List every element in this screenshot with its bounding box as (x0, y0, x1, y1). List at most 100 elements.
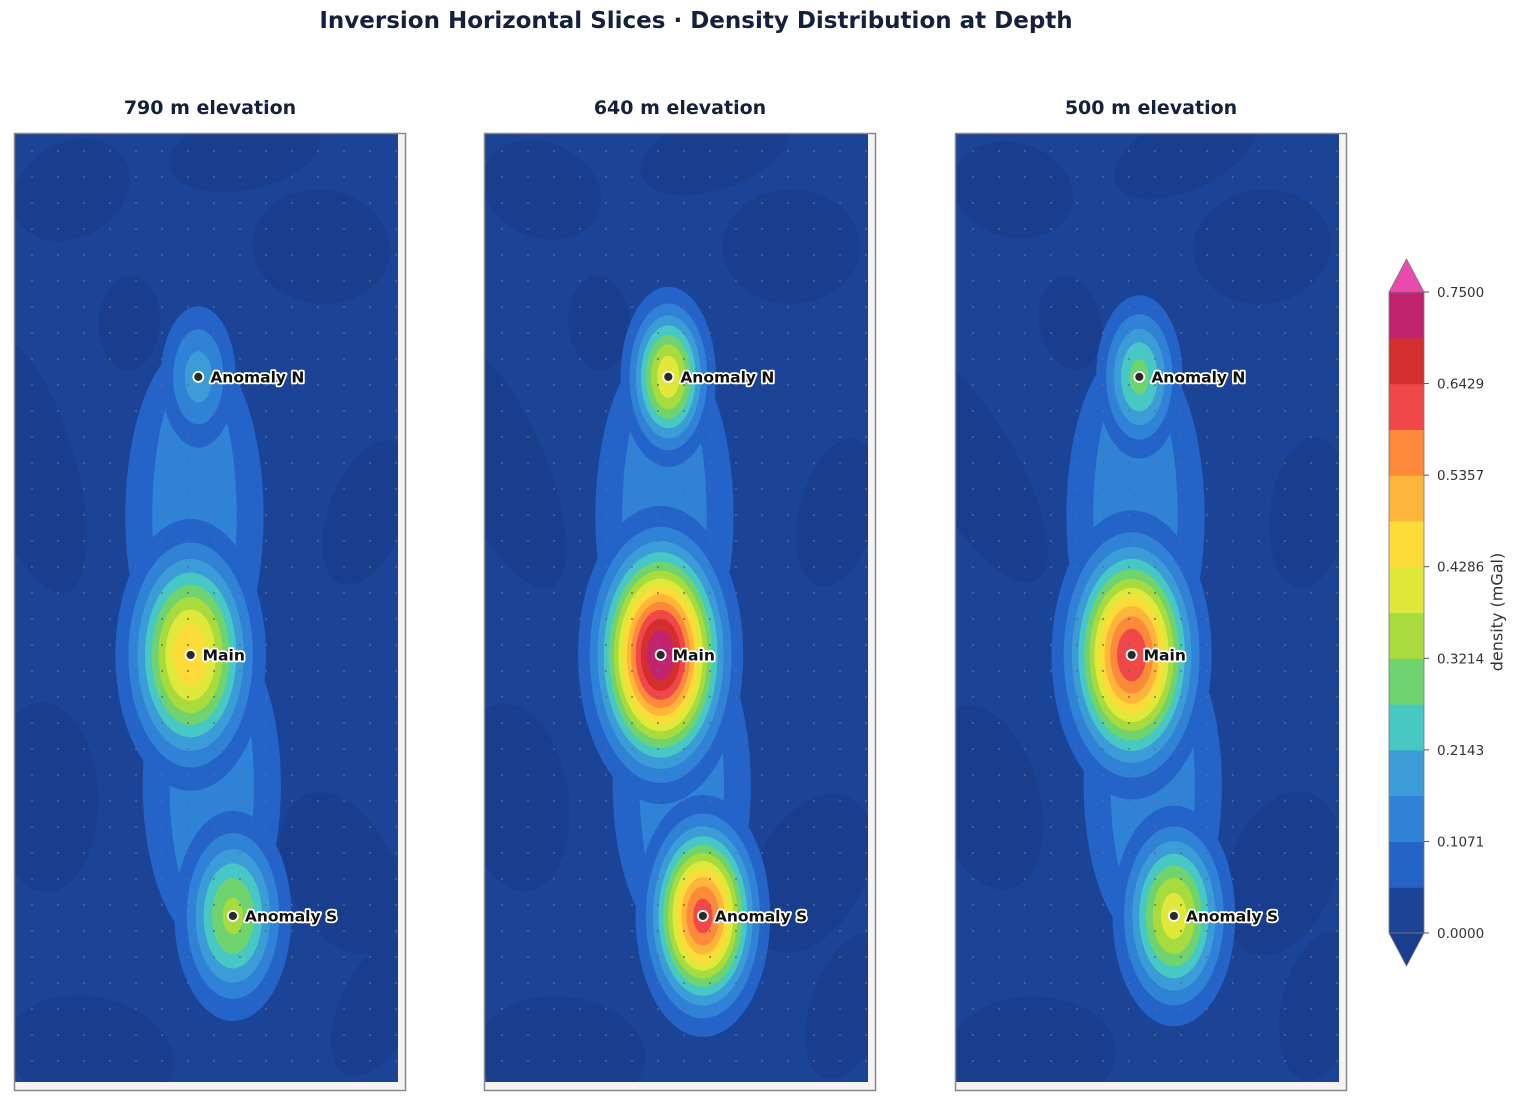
station-dot (838, 279, 842, 283)
station-dot (838, 149, 842, 153)
station-dot (82, 617, 86, 621)
station-dot (394, 331, 398, 335)
station-dot (526, 461, 530, 465)
station-dot (186, 643, 190, 647)
station-dot (368, 1033, 372, 1037)
station-dot (1127, 955, 1131, 959)
station-dot (630, 747, 634, 751)
station-dot (30, 461, 34, 465)
station-dot (264, 669, 268, 673)
station-dot (1231, 929, 1235, 933)
station-dot (212, 227, 216, 231)
station-dot (1075, 591, 1079, 595)
station-dot (552, 851, 556, 855)
station-dot (82, 175, 86, 179)
station-dot (1231, 1059, 1235, 1063)
station-dot (630, 357, 634, 361)
station-dot (630, 851, 634, 855)
station-dot (316, 539, 320, 543)
station-dot (316, 175, 320, 179)
station-dot (316, 461, 320, 465)
station-dot (708, 461, 712, 465)
station-dot (1023, 435, 1027, 439)
station-dot (1153, 305, 1157, 309)
station-dot (186, 695, 190, 699)
colorbar-segment (1389, 429, 1424, 476)
station-dot (971, 201, 975, 205)
station-dot (1283, 799, 1287, 803)
station-dot (82, 1059, 86, 1063)
station-dot (1075, 175, 1079, 179)
station-dot (971, 955, 975, 959)
station-dot (238, 201, 242, 205)
station-dot (1257, 851, 1261, 855)
station-dot (760, 1059, 764, 1063)
station-dot (1153, 487, 1157, 491)
station-dot (368, 1007, 372, 1011)
station-dot (1153, 383, 1157, 387)
station-dot (500, 799, 504, 803)
station-dot (656, 409, 660, 413)
station-dot (552, 227, 556, 231)
station-dot (290, 201, 294, 205)
station-dot (708, 903, 712, 907)
station-dot (342, 591, 346, 595)
station-dot (1257, 513, 1261, 517)
low-density-patch (322, 440, 398, 585)
station-dot (1075, 357, 1079, 361)
low-density-patch (1193, 189, 1332, 305)
colorbar-segment (1389, 612, 1424, 659)
station-dot (290, 1059, 294, 1063)
station-dot (997, 617, 1001, 621)
station-dot (212, 1033, 216, 1037)
station-dot (56, 1059, 60, 1063)
station-dot (604, 773, 608, 777)
station-dot (526, 799, 530, 803)
station-dot (1283, 227, 1287, 231)
station-dot (394, 279, 398, 283)
station-dot (1283, 513, 1287, 517)
station-dot (1335, 669, 1339, 673)
station-dot (1101, 513, 1105, 517)
station-dot (186, 981, 190, 985)
station-dot (1127, 903, 1131, 907)
station-dot (1205, 799, 1209, 803)
station-dot (134, 149, 138, 153)
low-density-patch (1279, 931, 1339, 1081)
station-dot (56, 409, 60, 413)
station-dot (160, 1033, 164, 1037)
station-dot (708, 513, 712, 517)
station-dot (238, 747, 242, 751)
station-dot (500, 695, 504, 699)
station-dot (812, 227, 816, 231)
station-dot (82, 669, 86, 673)
station-dot (1231, 539, 1235, 543)
station-dot (708, 383, 712, 387)
station-dot (1231, 435, 1235, 439)
station-dot (134, 851, 138, 855)
station-dot (864, 1007, 868, 1011)
station-dot (264, 487, 268, 491)
station-dot (316, 721, 320, 725)
station-dot (1153, 695, 1157, 699)
station-dot (1127, 201, 1131, 205)
station-dot (1335, 903, 1339, 907)
station-dot (1153, 1059, 1157, 1063)
station-dot (186, 305, 190, 309)
station-dot (134, 357, 138, 361)
station-dot (186, 1059, 190, 1063)
station-dot (1075, 955, 1079, 959)
station-dot (1335, 461, 1339, 465)
station-dot (186, 357, 190, 361)
station-dot (290, 903, 294, 907)
station-dot (1101, 799, 1105, 803)
station-dot (1049, 1007, 1053, 1011)
station-dot (604, 747, 608, 751)
station-dot (264, 695, 268, 699)
station-dot (656, 357, 660, 361)
station-dot (1309, 227, 1313, 231)
station-dot (734, 903, 738, 907)
station-dot (30, 695, 34, 699)
colorbar-segment (1389, 383, 1424, 430)
